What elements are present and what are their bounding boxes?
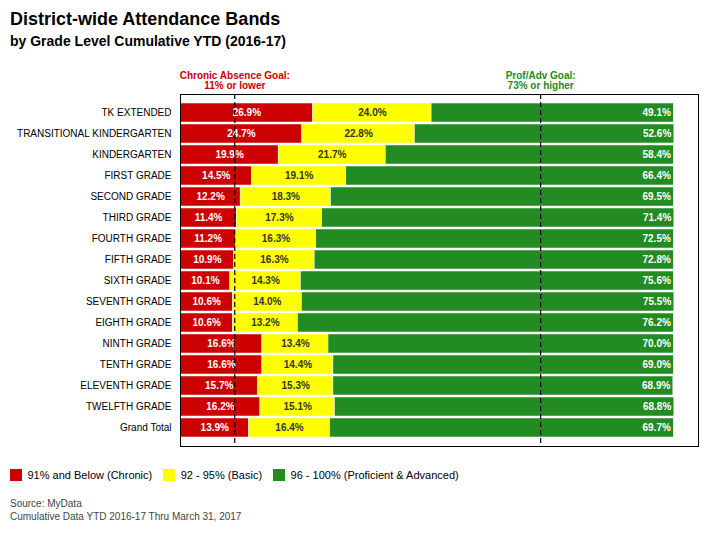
svg-text:11.4%: 11.4% [195,212,223,223]
svg-text:18.3%: 18.3% [272,191,300,202]
svg-text:THIRD GRADE: THIRD GRADE [103,212,172,223]
svg-text:TRANSITIONAL KINDERGARTEN: TRANSITIONAL KINDERGARTEN [17,128,171,139]
svg-text:EIGHTH GRADE: EIGHTH GRADE [95,317,171,328]
svg-text:58.4%: 58.4% [642,149,670,160]
svg-text:72.8%: 72.8% [642,254,670,265]
svg-text:71.4%: 71.4% [643,212,671,223]
svg-text:21.7%: 21.7% [318,149,346,160]
svg-text:52.6%: 52.6% [643,128,671,139]
svg-text:TK EXTENDED: TK EXTENDED [101,107,171,118]
svg-text:13.9%: 13.9% [201,422,229,433]
html-text:91% and Below (Chronic): 91% and Below (Chronic) [27,468,153,481]
svg-text:69.7%: 69.7% [642,422,670,433]
svg-text:FIFTH GRADE: FIFTH GRADE [105,254,172,265]
svg-text:69.5%: 69.5% [642,191,670,202]
svg-text:TENTH GRADE: TENTH GRADE [100,359,172,370]
svg-text:13.4%: 13.4% [281,338,309,349]
svg-text:14.3%: 14.3% [251,275,279,286]
svg-text:10.6%: 10.6% [192,296,220,307]
svg-text:26.9%: 26.9% [233,107,261,118]
svg-text:Chronic Absence Goal:11% or lo: Chronic Absence Goal:11% or lower [180,70,290,91]
svg-text:10.6%: 10.6% [192,317,220,328]
svg-text:TWELFTH GRADE: TWELFTH GRADE [86,401,172,412]
svg-text:16.4%: 16.4% [275,422,303,433]
html-text:Source: MyData Cumulative Data: Source: MyData Cumulative Data YTD 2016-… [10,497,242,522]
svg-text:66.4%: 66.4% [642,170,670,181]
svg-text:17.3%: 17.3% [265,212,293,223]
svg-text:19.9%: 19.9% [215,149,243,160]
svg-text:Prof/Adv Goal:73% or higher: Prof/Adv Goal:73% or higher [506,70,576,91]
svg-text:Grand Total: Grand Total [120,422,172,433]
svg-text:SECOND GRADE: SECOND GRADE [90,191,171,202]
svg-text:14.4%: 14.4% [284,359,312,370]
svg-text:16.6%: 16.6% [207,359,235,370]
html-text:by Grade Level Cumulative YTD: by Grade Level Cumulative YTD (2016-17) [10,33,286,49]
svg-text:KINDERGARTEN: KINDERGARTEN [92,149,171,160]
svg-text:14.5%: 14.5% [202,170,230,181]
svg-text:19.1%: 19.1% [285,170,313,181]
svg-text:16.2%: 16.2% [206,401,234,412]
svg-text:SEVENTH GRADE: SEVENTH GRADE [86,296,172,307]
svg-text:15.1%: 15.1% [283,401,311,412]
svg-text:10.9%: 10.9% [193,254,221,265]
svg-text:11.2%: 11.2% [194,233,222,244]
svg-text:70.0%: 70.0% [642,338,670,349]
svg-text:24.0%: 24.0% [358,107,386,118]
svg-text:10.1%: 10.1% [191,275,219,286]
svg-text:14.0%: 14.0% [253,296,281,307]
svg-text:15.7%: 15.7% [205,380,233,391]
svg-text:72.5%: 72.5% [642,233,670,244]
svg-text:68.9%: 68.9% [642,380,670,391]
svg-text:76.2%: 76.2% [642,317,670,328]
svg-text:16.6%: 16.6% [207,338,235,349]
svg-text:16.3%: 16.3% [260,254,288,265]
html-text:District-wide Attendance Bands: District-wide Attendance Bands [10,9,281,29]
html-text:96 - 100% (Proficient & Advanc: 96 - 100% (Proficient & Advanced) [290,468,459,481]
svg-text:FOURTH GRADE: FOURTH GRADE [92,233,172,244]
svg-text:75.6%: 75.6% [642,275,670,286]
svg-text:ELEVENTH GRADE: ELEVENTH GRADE [80,380,171,391]
svg-text:NINTH GRADE: NINTH GRADE [103,338,172,349]
svg-text:13.2%: 13.2% [251,317,279,328]
svg-text:22.8%: 22.8% [344,128,372,139]
svg-text:75.5%: 75.5% [643,296,671,307]
svg-text:24.7%: 24.7% [227,128,255,139]
html-text:92 - 95% (Basic): 92 - 95% (Basic) [180,468,262,481]
svg-text:15.3%: 15.3% [282,380,310,391]
svg-text:16.3%: 16.3% [262,233,290,244]
svg-text:SIXTH GRADE: SIXTH GRADE [104,275,172,286]
svg-text:49.1%: 49.1% [642,107,670,118]
svg-text:68.8%: 68.8% [643,401,671,412]
svg-text:69.0%: 69.0% [642,359,670,370]
svg-text:12.2%: 12.2% [196,191,224,202]
svg-text:FIRST GRADE: FIRST GRADE [104,170,171,181]
